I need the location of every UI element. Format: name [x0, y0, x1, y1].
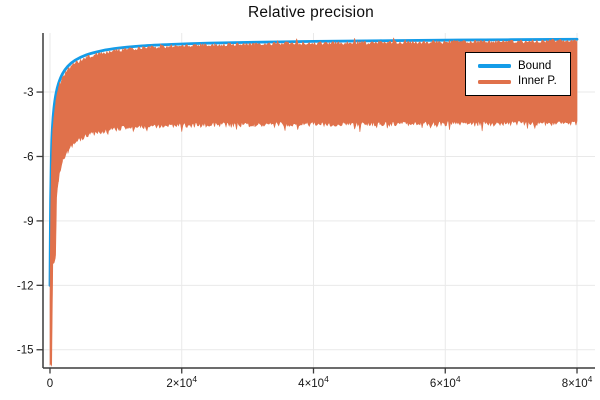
svg-text:-9: -9 — [23, 216, 33, 228]
svg-text:-3: -3 — [23, 87, 33, 99]
chart-figure: Relative precision -3-6-9-12-1502×1044×1… — [0, 0, 600, 400]
legend: Bound Inner P. — [465, 52, 571, 96]
svg-text:6×104: 6×104 — [430, 374, 461, 390]
svg-text:4×104: 4×104 — [298, 374, 329, 390]
legend-item-bound: Bound — [478, 61, 570, 73]
legend-item-inner-p: Inner P. — [478, 76, 570, 88]
legend-label-bound: Bound — [518, 61, 551, 73]
svg-text:8×104: 8×104 — [562, 374, 593, 390]
svg-text:-12: -12 — [17, 280, 34, 292]
bound-line-swatch — [478, 64, 511, 68]
svg-text:-6: -6 — [23, 151, 33, 163]
svg-text:-15: -15 — [17, 345, 34, 357]
inner-p-line-swatch — [478, 80, 511, 84]
legend-label-inner-p: Inner P. — [518, 76, 557, 88]
svg-text:2×104: 2×104 — [166, 374, 197, 390]
svg-text:0: 0 — [47, 378, 53, 390]
